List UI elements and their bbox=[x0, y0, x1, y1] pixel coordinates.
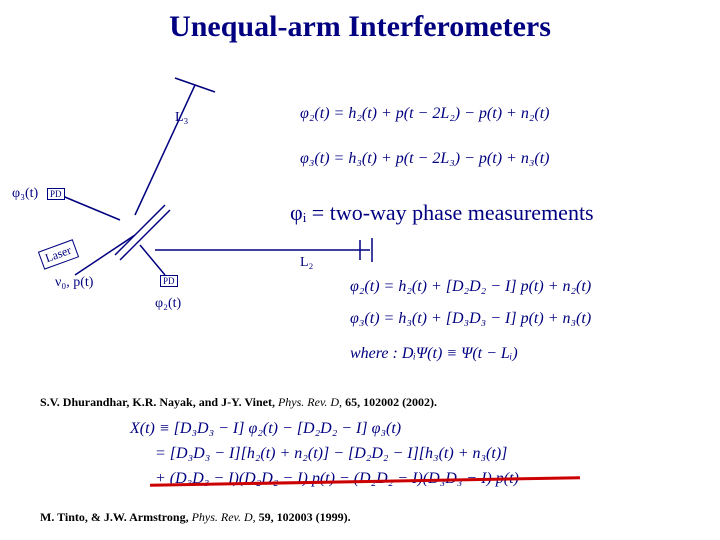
phi2-label: φ₂(t) bbox=[155, 296, 181, 312]
to-pd3 bbox=[60, 195, 120, 220]
eq-phi3-mid: φ₃(t) = h₃(t) + [D₃D₃ − I] p(t) + n₃(t) bbox=[350, 310, 591, 328]
eq-phi2-mid: φ₂(t) = h₂(t) + [D₂D₂ − I] p(t) + n₂(t) bbox=[350, 278, 591, 296]
eq-X-line2: = [D₃D₃ − I][h₂(t) + n₂(t)] − [D₂D₂ − I]… bbox=[155, 445, 507, 463]
reference-1: S.V. Dhurandhar, K.R. Nayak, and J-Y. Vi… bbox=[40, 395, 437, 410]
reference-2: M. Tinto, & J.W. Armstrong, Phys. Rev. D… bbox=[40, 510, 351, 525]
pd2-box: PD bbox=[160, 275, 178, 287]
beamsplitter-a bbox=[120, 210, 170, 260]
eq-where: where : DᵢΨ(t) ≡ Ψ(t − Lᵢ) bbox=[350, 345, 518, 363]
arm2-label: L₂ bbox=[300, 255, 313, 271]
ref2-rest: 59, 102003 (1999). bbox=[259, 510, 351, 524]
phi-measurements-text: φᵢ = two-way phase measurements bbox=[290, 200, 594, 226]
nu-label: ν₀, p(t) bbox=[55, 275, 93, 291]
ref1-authors: S.V. Dhurandhar, K.R. Nayak, and J-Y. Vi… bbox=[40, 395, 275, 409]
eq-phi2-top: φ₂(t) = h₂(t) + p(t − 2L₂) − p(t) + n₂(t… bbox=[300, 105, 550, 123]
ref2-journal: Phys. Rev. D, bbox=[189, 510, 259, 524]
beamsplitter-b bbox=[115, 205, 165, 255]
phi3-label: φ₃(t) bbox=[12, 186, 38, 202]
ref1-rest: 65, 102002 (2002). bbox=[345, 395, 437, 409]
eq-X-def: X(t) ≡ [D₃D₃ − I] φ₂(t) − [D₂D₂ − I] φ₃(… bbox=[130, 420, 401, 438]
ref1-journal: Phys. Rev. D, bbox=[275, 395, 345, 409]
arm3-label: L₃ bbox=[175, 110, 188, 126]
arm3-line bbox=[135, 85, 195, 215]
pd3-box: PD bbox=[47, 188, 65, 200]
eq-phi3-top: φ₃(t) = h₃(t) + p(t − 2L₃) − p(t) + n₃(t… bbox=[300, 150, 550, 168]
ref2-authors: M. Tinto, & J.W. Armstrong, bbox=[40, 510, 189, 524]
mirror3 bbox=[175, 78, 215, 92]
